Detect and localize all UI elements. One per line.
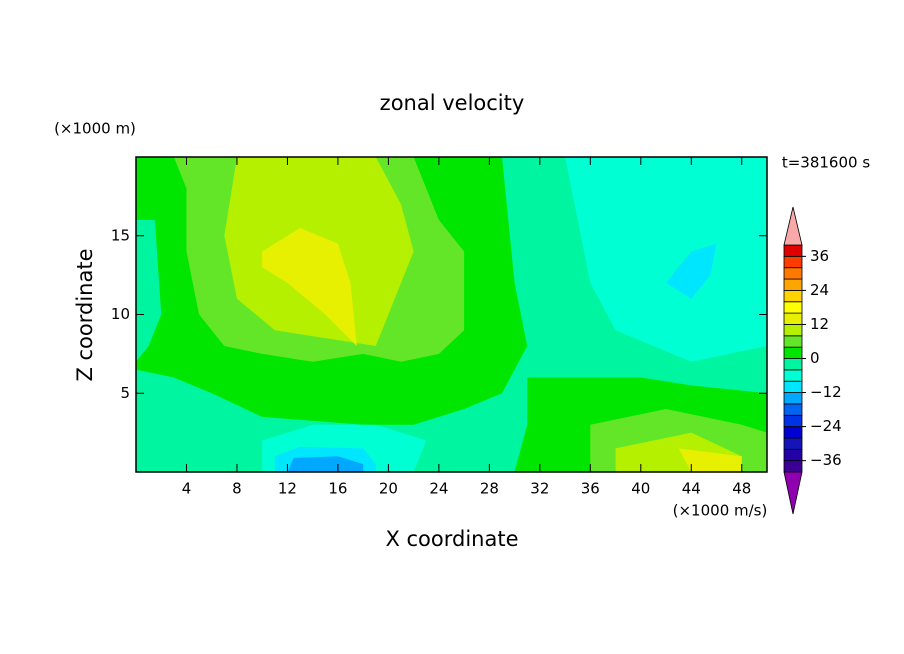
x-tick-label: 16 <box>328 480 347 498</box>
y-axis-title: Z coordinate <box>73 248 97 381</box>
colorbar-label: −36 <box>810 451 842 469</box>
colorbar-label: −24 <box>810 417 842 435</box>
colorbar-label: 0 <box>810 349 820 367</box>
x-tick-label: 8 <box>232 480 242 498</box>
colorbar-box <box>783 312 803 325</box>
y-unit: (×1000 m) <box>54 120 136 138</box>
y-tick-label: 10 <box>111 305 130 323</box>
colorbar-box <box>783 335 803 348</box>
x-tick-label: 24 <box>429 480 448 498</box>
contour-region <box>666 243 717 299</box>
colorbar-over <box>783 206 803 246</box>
x-tick-label: 4 <box>182 480 192 498</box>
colorbar-box <box>783 426 803 439</box>
colorbar-box <box>783 358 803 371</box>
x-tick-label: 44 <box>682 480 701 498</box>
x-tick-label: 36 <box>581 480 600 498</box>
colorbar-box <box>783 380 803 393</box>
colorbar-box <box>783 346 803 359</box>
contour-region <box>262 227 357 346</box>
colorbar-box <box>783 369 803 382</box>
contour-region <box>136 220 162 362</box>
x-tick-label: 20 <box>379 480 398 498</box>
x-tick-label: 48 <box>732 480 751 498</box>
x-tick-label: 32 <box>530 480 549 498</box>
colorbar-under <box>783 471 803 515</box>
x-tick-label: 12 <box>278 480 297 498</box>
colorbar-box <box>783 244 803 257</box>
colorbar-box <box>783 267 803 280</box>
colorbar-box <box>783 437 803 450</box>
x-tick-label: 28 <box>480 480 499 498</box>
colorbar-box <box>783 403 803 416</box>
colorbar-box <box>783 289 803 303</box>
colorbar-label: 36 <box>810 247 829 265</box>
colorbar-box <box>783 255 803 269</box>
colorbar-label: −12 <box>810 383 842 401</box>
colorbar-label: 12 <box>810 315 829 333</box>
contour-region <box>287 456 364 472</box>
colorbar-box <box>783 278 803 291</box>
contour-region <box>565 157 767 362</box>
colorbar-box <box>783 460 803 473</box>
x-tick-label: 40 <box>631 480 650 498</box>
y-tick-label: 5 <box>120 384 130 402</box>
x-unit: (×1000 m/s) <box>673 502 768 520</box>
chart-title: zonal velocity <box>380 91 525 115</box>
x-axis-title: X coordinate <box>385 527 518 551</box>
colorbar-box <box>783 392 803 405</box>
colorbar-box <box>783 301 803 314</box>
contour-region <box>678 448 742 472</box>
time-label: t=381600 s <box>782 154 870 172</box>
colorbar-label: 24 <box>810 281 829 299</box>
colorbar-box <box>783 324 803 337</box>
y-tick-label: 15 <box>111 226 130 244</box>
colorbar-box <box>783 448 803 462</box>
colorbar-box <box>783 414 803 428</box>
